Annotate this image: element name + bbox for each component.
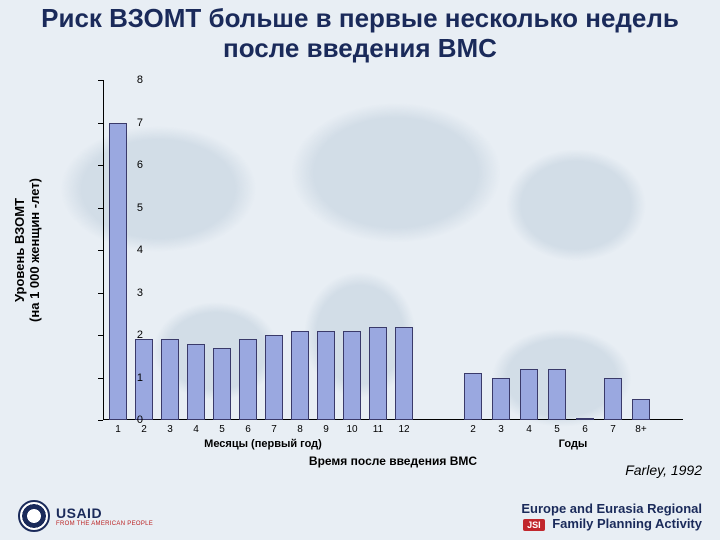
x-tick-label: 7	[271, 424, 277, 435]
x-axis-title: Время после введения ВМС	[103, 454, 683, 468]
slide: Риск ВЗОМТ больше в первые несколько нед…	[0, 0, 720, 540]
usaid-seal-icon	[18, 500, 50, 532]
bar	[161, 339, 179, 420]
bar	[213, 348, 231, 420]
usaid-text: USAID FROM THE AMERICAN PEOPLE	[56, 505, 153, 527]
x-tick-label: 3	[498, 424, 504, 435]
usaid-logo: USAID FROM THE AMERICAN PEOPLE	[18, 500, 153, 532]
jsi-badge-icon: JSI	[523, 519, 545, 532]
chart: Уровень ВЗОМТ (на 1 000 женщин -лет) Вре…	[55, 80, 695, 460]
bar	[369, 327, 387, 421]
bar	[492, 378, 510, 421]
bar	[576, 418, 594, 420]
x-tick-label: 6	[245, 424, 251, 435]
bar	[520, 369, 538, 420]
plot-area: Время после введения ВМС 012345678123456…	[103, 80, 683, 420]
bar	[464, 373, 482, 420]
bar	[548, 369, 566, 420]
bar	[265, 335, 283, 420]
footer: USAID FROM THE AMERICAN PEOPLE Europe an…	[0, 494, 720, 534]
x-group-label: Годы	[559, 438, 588, 450]
x-tick-label: 8+	[635, 424, 646, 435]
bar	[291, 331, 309, 420]
y-tick-label: 6	[103, 159, 143, 171]
x-tick-label: 7	[610, 424, 616, 435]
x-tick-label: 2	[470, 424, 476, 435]
x-tick-label: 12	[398, 424, 409, 435]
y-axis-label-line2: (на 1 000 женщин -лет)	[27, 178, 42, 322]
y-tick-label: 4	[103, 244, 143, 256]
y-tick-label: 1	[103, 372, 143, 384]
bar	[632, 399, 650, 420]
x-tick-label: 10	[346, 424, 357, 435]
slide-title: Риск ВЗОМТ больше в первые несколько нед…	[0, 4, 720, 64]
usaid-tagline: FROM THE AMERICAN PEOPLE	[56, 521, 153, 527]
x-tick-label: 6	[582, 424, 588, 435]
y-axis-label-line1: Уровень ВЗОМТ	[12, 198, 27, 302]
y-tick-label: 8	[103, 74, 143, 86]
bar	[395, 327, 413, 421]
x-tick-label: 3	[167, 424, 173, 435]
footer-right: Europe and Eurasia Regional JSI Family P…	[521, 501, 702, 532]
bar	[317, 331, 335, 420]
footer-line1: Europe and Eurasia Regional	[521, 501, 702, 517]
x-tick-label: 5	[554, 424, 560, 435]
y-tick-label: 7	[103, 117, 143, 129]
y-tick-label: 2	[103, 329, 143, 341]
x-tick-label: 8	[297, 424, 303, 435]
x-tick-label: 11	[373, 424, 383, 435]
y-tick-label: 3	[103, 287, 143, 299]
usaid-name: USAID	[56, 505, 153, 521]
bar	[239, 339, 257, 420]
x-tick-label: 2	[141, 424, 147, 435]
bar	[187, 344, 205, 421]
x-tick-label: 4	[526, 424, 532, 435]
bars-container	[103, 80, 683, 420]
y-tick-label: 5	[103, 202, 143, 214]
source-citation: Farley, 1992	[625, 462, 702, 478]
x-tick-label: 4	[193, 424, 199, 435]
x-tick-label: 1	[115, 424, 121, 435]
y-axis-label: Уровень ВЗОМТ (на 1 000 женщин -лет)	[12, 178, 42, 322]
x-group-label: Месяцы (первый год)	[204, 438, 322, 450]
x-tick-label: 9	[323, 424, 329, 435]
bar	[604, 378, 622, 421]
bar	[343, 331, 361, 420]
x-tick-label: 5	[219, 424, 225, 435]
footer-line2-text: Family Planning Activity	[552, 516, 702, 531]
footer-line2: JSI Family Planning Activity	[521, 516, 702, 532]
y-tick-label: 0	[103, 414, 143, 426]
